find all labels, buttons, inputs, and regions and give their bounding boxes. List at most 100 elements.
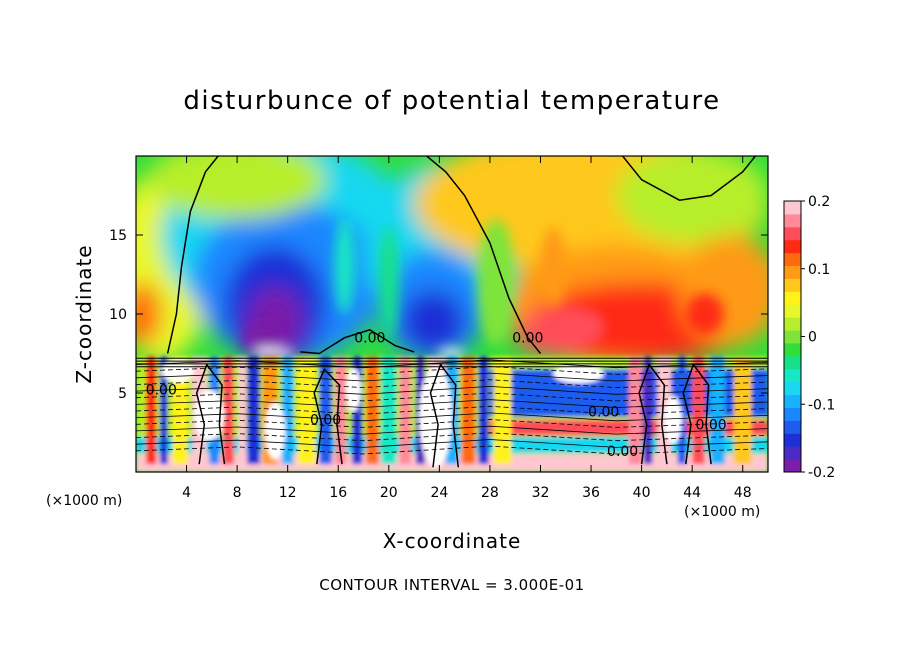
lower-stripe-6	[238, 356, 246, 465]
colorbar-swatch-0	[784, 459, 801, 473]
upper-blob-8	[401, 290, 465, 354]
colorbar-tick-label-0: 0.2	[808, 194, 830, 210]
upper-blob-9	[148, 156, 326, 220]
heatmap-field	[136, 156, 768, 472]
colorbar-swatch-16	[784, 252, 801, 267]
upper-detail-5	[553, 310, 604, 343]
y-tick-label-0: 5	[118, 386, 127, 402]
colorbar-swatch-2	[784, 433, 801, 447]
chart-title: disturbunce of potential temperature	[183, 86, 721, 116]
colorbar-tick-label-1: 0.1	[808, 262, 830, 278]
x-tick-label-4: 20	[380, 485, 398, 501]
contour-label-2: 0.00	[146, 383, 177, 399]
colorbar-swatch-17	[784, 239, 801, 254]
lower-core-1	[264, 402, 286, 460]
colorbar-ticks: 0.2 0.1 0 -0.1 -0.2	[801, 194, 835, 481]
x-axis-label: X-coordinate	[383, 529, 522, 553]
x-tick-label-1: 8	[233, 485, 242, 501]
colorbar-swatch-12	[784, 304, 801, 318]
x-tick-label-3: 16	[329, 485, 347, 501]
lower-stripe-21	[478, 356, 489, 465]
colorbar-swatch-5	[784, 394, 801, 408]
contour-zero-right	[622, 156, 756, 201]
lower-stripe-16	[399, 356, 411, 465]
plume-contour-1	[313, 367, 343, 465]
lower-stripe-11	[319, 356, 332, 465]
lower-core-4	[664, 396, 683, 444]
lower-stripe-12	[335, 356, 347, 465]
colorbar-swatch-3	[784, 420, 801, 434]
upper-blob-1	[136, 282, 162, 346]
x-tick-label-0: 4	[182, 485, 191, 501]
contour-label-4: 0.00	[588, 405, 619, 421]
contour-zero-left	[166, 156, 219, 354]
colorbar-swatch-19	[784, 213, 801, 228]
x-tick-label-10: 44	[683, 485, 701, 501]
contour-zero-cap	[300, 328, 415, 355]
x-tick-label-7: 32	[532, 485, 550, 501]
upper-detail-4	[685, 293, 724, 335]
colorbar-swatch-9	[784, 342, 801, 357]
x-axis: 4 8 12 16 20 24 28 32 36 40 44 48	[182, 156, 752, 501]
x-tick-label-2: 12	[279, 485, 297, 501]
colorbar-swatch-10	[784, 330, 801, 344]
y-axis-label: Z-coordinate	[72, 244, 96, 383]
colorbar-swatch-11	[784, 317, 801, 331]
lower-stripe-24	[643, 356, 653, 465]
colorbar-swatch-20	[784, 201, 801, 215]
contour-lines	[136, 156, 768, 468]
lower-contour-12	[136, 439, 768, 448]
x-tick-label-5: 24	[430, 485, 448, 501]
colorbar-swatch-15	[784, 265, 801, 279]
lower-stripe-15	[381, 356, 397, 465]
lower-stripe-0	[146, 356, 157, 465]
x-unit-left-label: (×1000 m)	[46, 493, 122, 509]
x-tick-label-8: 36	[582, 485, 600, 501]
contour-label-6: 0.00	[696, 417, 727, 433]
lower-contour-0	[136, 359, 768, 369]
lower-stripe-1	[160, 356, 168, 465]
lower-stripe-7	[247, 356, 260, 465]
plume-contour-0	[195, 363, 226, 465]
lower-stripe-5	[222, 356, 234, 465]
lower-stripe-26	[677, 356, 687, 465]
x-tick-label-11: 48	[734, 485, 752, 501]
upper-detail-2	[477, 219, 516, 346]
lower-core-6	[553, 364, 604, 384]
lower-stripe-20	[461, 356, 476, 465]
lower-contour-4	[136, 385, 768, 395]
x-tick-label-9: 40	[633, 485, 651, 501]
lower-contour-1	[136, 366, 768, 375]
interface-patch-0	[256, 348, 292, 357]
lower-stripe-14	[366, 356, 379, 465]
lower-core-3	[345, 367, 361, 412]
lower-contour-5	[136, 392, 768, 402]
contour-label-1: 0.00	[512, 330, 543, 346]
lower-stripe-9	[281, 356, 294, 465]
lower-stripe-22	[493, 356, 512, 465]
lower-contour-2	[136, 372, 768, 382]
upper-detail-1	[378, 227, 399, 338]
upper-detail-6	[243, 321, 282, 354]
colorbar-swatch-18	[784, 226, 801, 241]
y-tick-label-2: 15	[109, 228, 127, 244]
upper-blob-11	[616, 156, 768, 243]
colorbar-swatch-13	[784, 291, 801, 305]
colorbar-frame	[783, 200, 802, 473]
contour-label-3: 0.00	[310, 413, 341, 429]
x-tick-label-6: 28	[481, 485, 499, 501]
contour-label-5: 0.00	[607, 444, 638, 460]
lower-stripe-2	[172, 356, 188, 465]
colorbar-tick-label-3: -0.1	[808, 397, 835, 413]
contour-label-0: 0.00	[354, 330, 385, 346]
contour-interval-note: CONTOUR INTERVAL = 3.000E-01	[319, 576, 585, 594]
upper-detail-0	[334, 219, 355, 314]
colorbar	[784, 201, 801, 473]
colorbar-tick-label-4: -0.2	[808, 465, 835, 481]
contour-zero-middle	[426, 156, 542, 354]
contour-label-group: 0.00 0.00 0.00 0.00 0.00 0.00 0.00	[146, 330, 727, 460]
y-tick-label-1: 10	[109, 307, 127, 323]
lower-stripe-13	[352, 356, 363, 465]
lower-stripe-27	[692, 356, 705, 465]
